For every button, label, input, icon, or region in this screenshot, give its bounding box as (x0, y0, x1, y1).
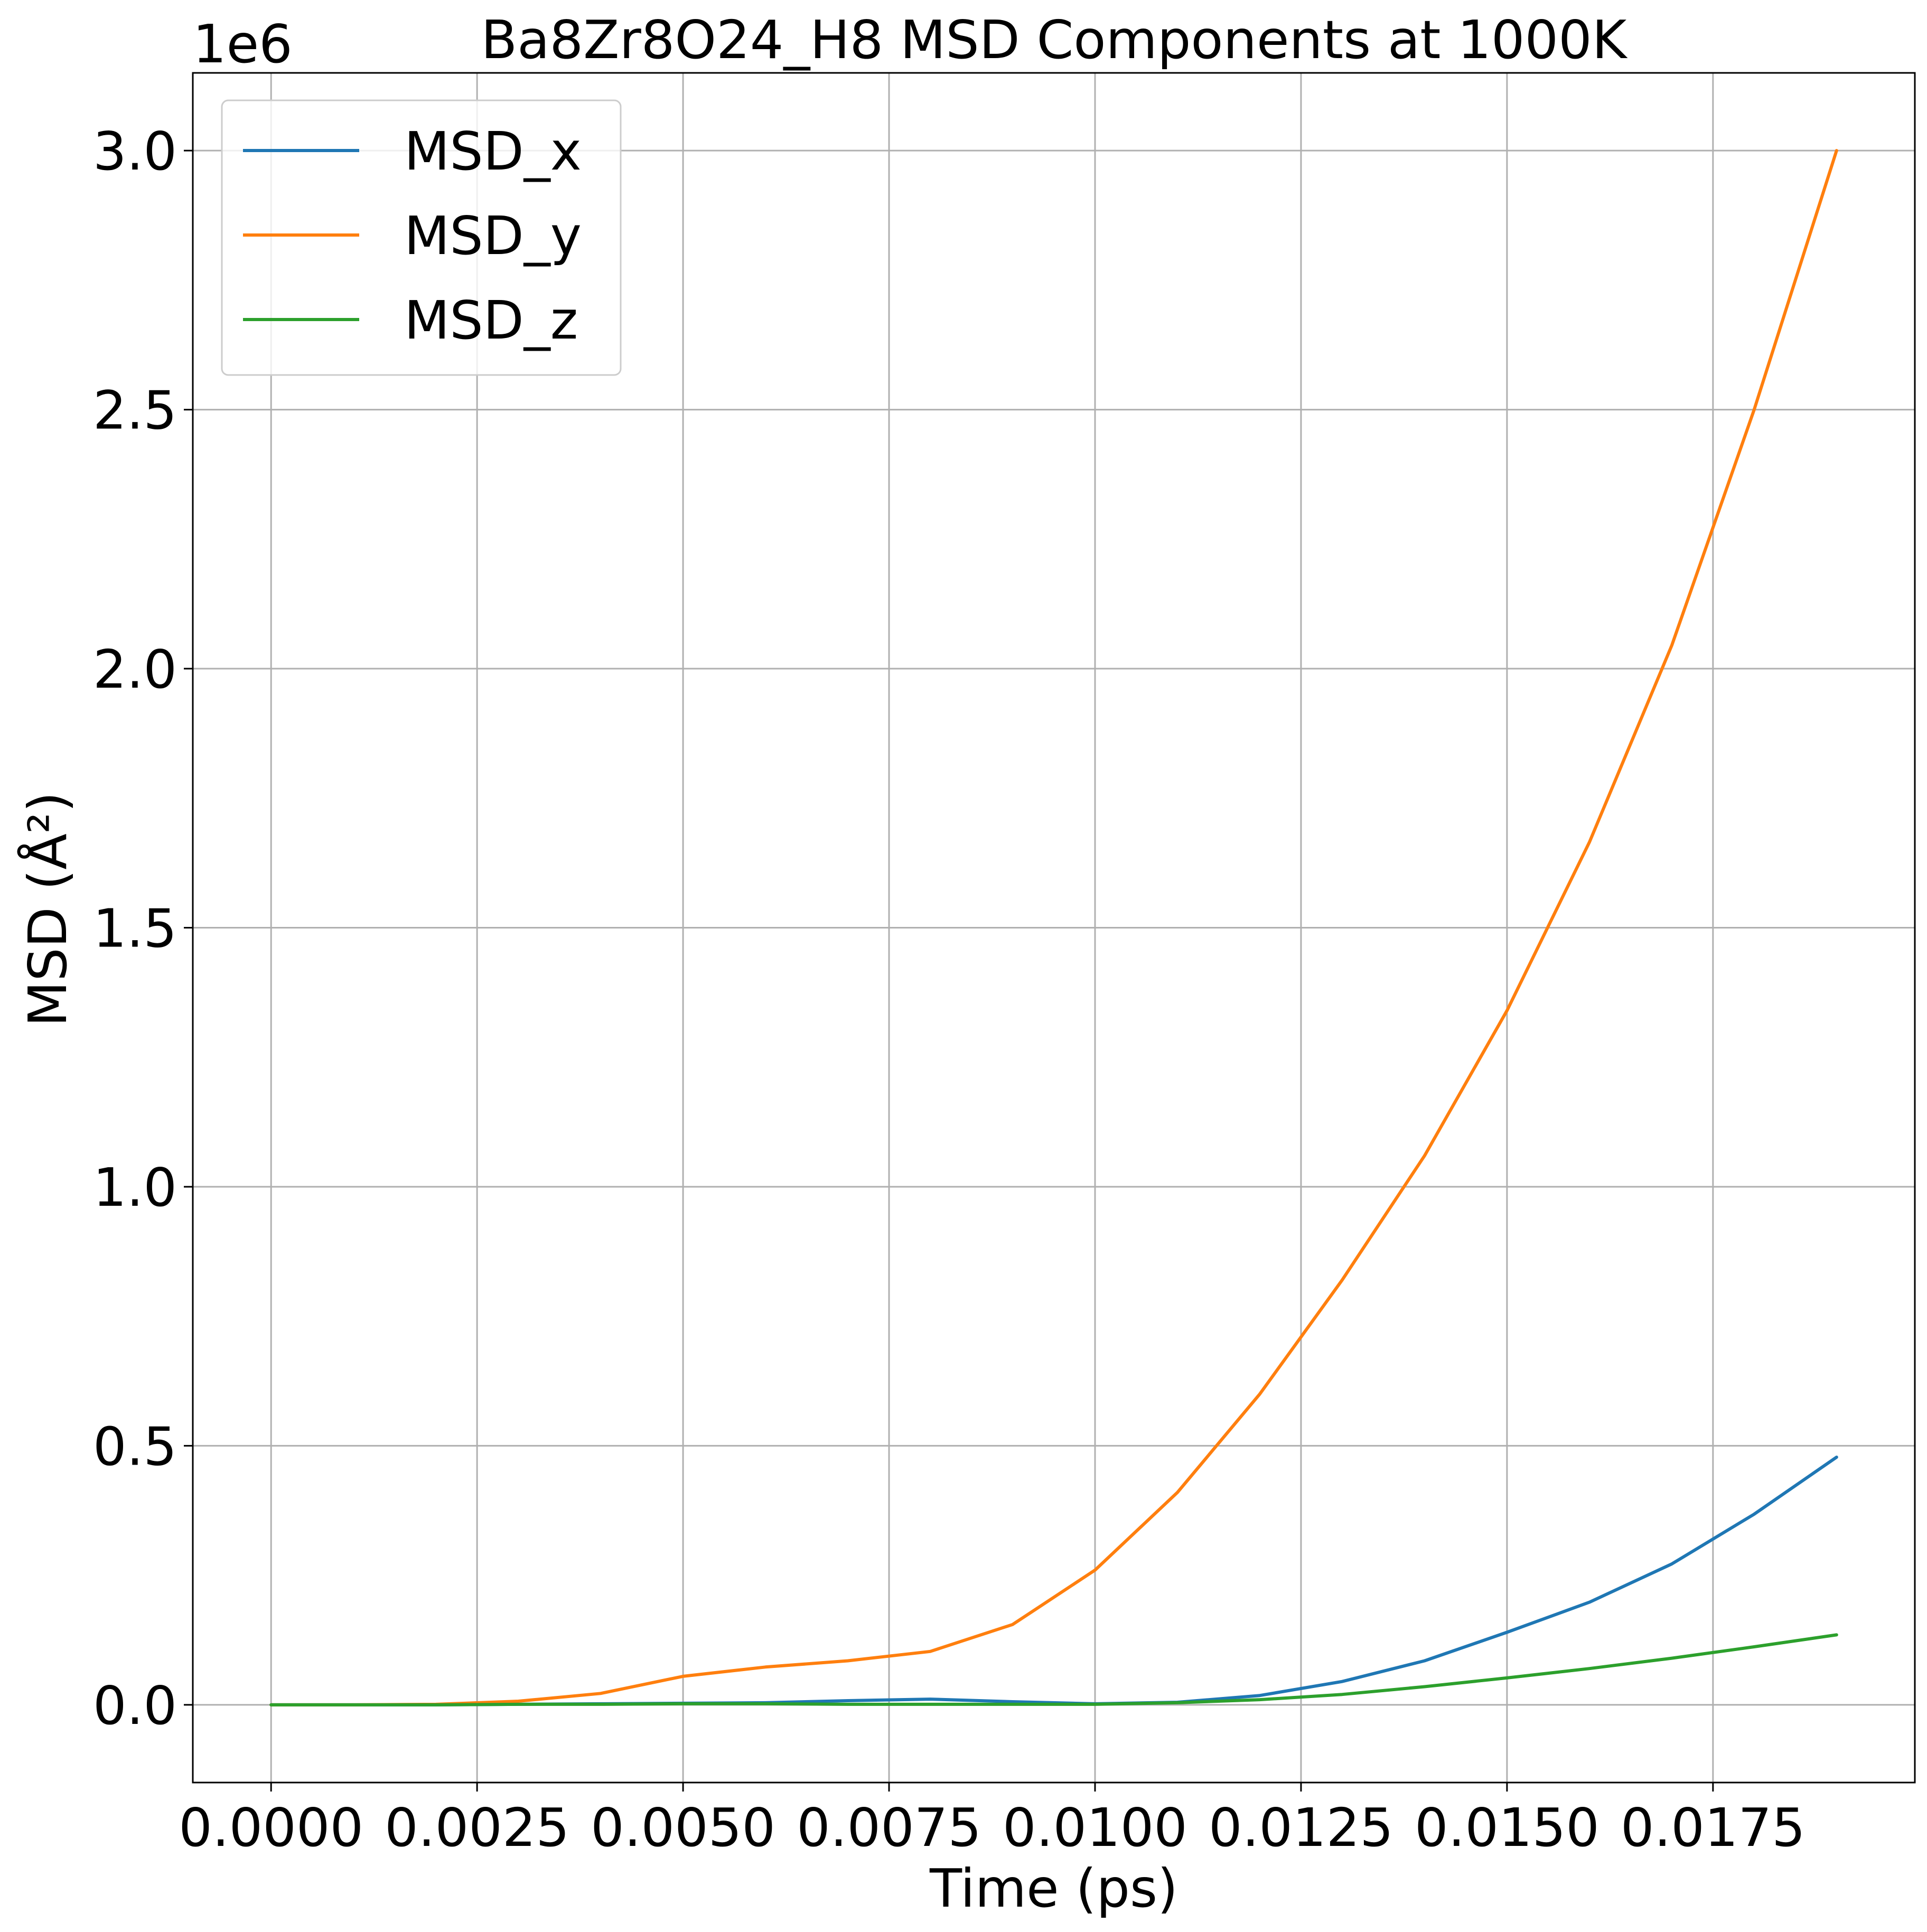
x-axis-ticks: 0.0000 0.0025 0.0050 0.0075 0.0100 0.0125 0.01… (179, 1783, 1806, 1859)
legend: MSD_x MSD_y MSD_z (221, 99, 622, 376)
x-tick-label: 0.0050 (591, 1797, 775, 1859)
y-tick-label: 1.5 (93, 898, 177, 960)
x-tick-label: 0.0175 (1621, 1797, 1806, 1859)
legend-box (221, 99, 622, 376)
legend-label: MSD_z (404, 289, 578, 351)
y-axis-offset-label: 1e6 (193, 13, 293, 75)
series-lines (269, 149, 1838, 1706)
y-tick-label: 0.5 (93, 1415, 177, 1477)
y-axis-label: MSD (Å²) (16, 792, 79, 1027)
y-axis-ticks: 0.0 0.5 1.0 1.5 2.0 2.5 3.0 (93, 120, 193, 1737)
x-tick-label: 0.0125 (1209, 1797, 1393, 1859)
x-tick-label: 0.0100 (1003, 1797, 1187, 1859)
y-tick-label: 0.0 (93, 1675, 177, 1737)
x-tick-label: 0.0150 (1415, 1797, 1599, 1859)
x-tick-label: 0.0025 (385, 1797, 569, 1859)
y-tick-label: 1.0 (93, 1157, 177, 1218)
chart-title: Ba8Zr8O24_H8 MSD Components at 1000K (481, 9, 1628, 71)
legend-label: MSD_y (404, 205, 582, 267)
y-tick-label: 3.0 (93, 120, 177, 182)
y-tick-label: 2.0 (93, 639, 177, 700)
y-tick-label: 2.5 (93, 380, 177, 442)
series-line-msd-z (269, 1633, 1838, 1706)
x-tick-label: 0.0000 (179, 1797, 363, 1859)
x-axis-label: Time (ps) (929, 1858, 1178, 1919)
x-tick-label: 0.0075 (797, 1797, 981, 1859)
series-line-msd-y (269, 149, 1838, 1706)
legend-label: MSD_x (404, 120, 582, 182)
